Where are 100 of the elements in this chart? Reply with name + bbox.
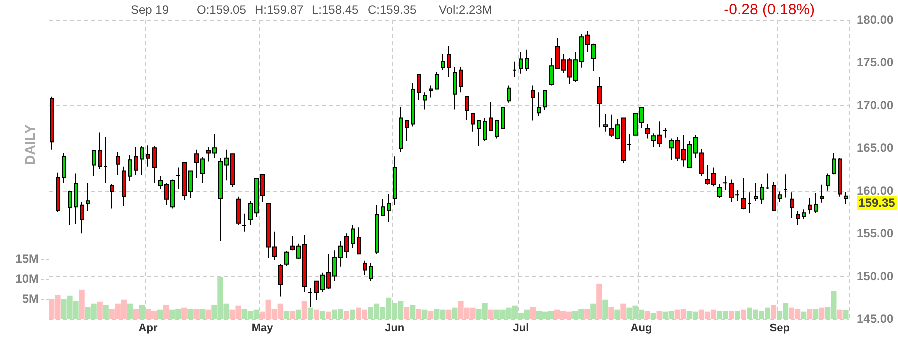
candlestick [435,72,439,90]
candlestick [411,82,415,128]
bar [139,305,145,319]
text: 159.35 [858,196,896,210]
bar [728,311,734,319]
candlestick [597,76,602,128]
bar [590,304,596,319]
candlestick [808,198,812,214]
bar [801,312,807,319]
candlestick [110,184,114,210]
candlestick [453,66,457,110]
bar [584,309,590,319]
candlestick [423,92,427,110]
y2-tick-label: 10M [16,272,40,286]
candlestick [477,120,481,147]
y-tick-label: 160.00 [857,184,894,198]
candlestick [543,90,547,112]
candlestick [465,96,469,120]
bar [740,310,747,319]
bar [452,308,458,319]
candlestick [441,54,445,71]
bar [302,301,308,319]
y-tick-label: 175.00 [857,56,894,70]
bar [422,310,428,319]
candlestick [369,262,373,282]
candlestick [531,85,535,122]
candlestick [525,49,529,72]
candlestick [146,145,150,168]
candlestick [796,210,800,226]
x-tick-label: Sep [770,322,790,334]
candlestick [784,174,788,198]
candlestick [381,198,385,216]
candlestick [838,158,842,198]
candlestick [507,85,511,104]
bar [602,300,608,319]
candlestick [513,61,517,78]
bar [428,311,434,319]
candlestick [357,227,361,255]
bar [206,310,212,319]
candlestick [748,192,752,214]
bar [79,290,85,319]
x-tick-label: May [252,322,274,334]
bar [308,308,314,319]
bar [350,310,356,319]
bar [200,309,206,319]
bar [771,305,777,319]
y-tick-label: 155.00 [857,226,894,241]
candlestick [772,182,776,212]
bar [807,309,813,319]
x-tick-label: Jul [513,322,530,334]
bar [530,307,536,319]
candlestick [62,152,66,184]
y-tick-label: 165.00 [857,141,894,156]
bar [410,305,416,319]
candlestick [363,260,367,276]
bar [596,284,602,319]
bar [127,304,133,319]
bar [284,311,290,319]
candlestick [429,85,433,98]
candlestick [152,146,157,184]
candlestick [92,150,96,177]
bar [158,310,164,319]
candlestick [459,66,463,94]
candlestick [663,128,668,138]
bar [314,310,320,319]
candlestick [844,191,848,205]
candlestick [236,196,241,226]
candlestick [723,176,728,191]
candlestick [820,184,824,204]
bar [843,310,849,319]
candlestick [351,224,355,249]
x-tick-label: Jun [385,322,405,334]
bar [819,308,825,319]
candlestick [50,96,54,150]
candlestick [134,146,138,176]
bar [326,312,332,319]
bar [656,311,662,319]
text: H:159.87 [255,3,304,17]
bar [194,309,200,319]
bar [188,309,194,319]
candlestick [98,132,102,170]
bar [734,311,740,319]
bar [290,311,296,319]
bar [416,309,422,319]
text: L:158.45 [312,3,360,17]
candlestick [717,184,722,200]
candlestick [74,173,78,225]
bar [620,304,626,319]
y2-tick-label: 5M [22,292,39,306]
candlestick [489,102,493,132]
y-tick-label: 150.00 [857,269,894,284]
bar [320,311,326,319]
candlestick [116,152,120,176]
bar [650,313,656,319]
bar [97,302,103,319]
y-tick-label: 170.00 [857,98,894,112]
text: O:159.05 [197,3,247,17]
bar [446,310,452,319]
candlestick [814,192,818,214]
candlestick [537,92,541,118]
